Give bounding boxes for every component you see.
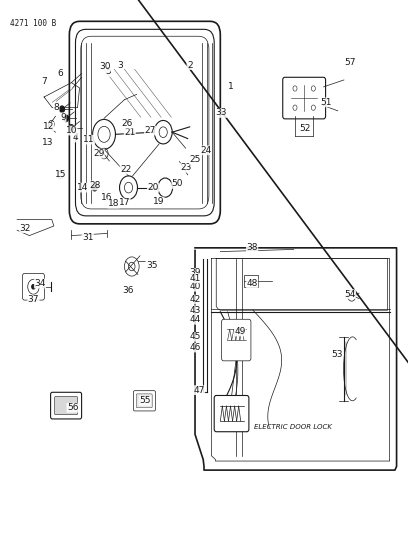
Text: 47: 47: [193, 386, 205, 394]
Text: 17: 17: [119, 198, 130, 207]
Text: 30: 30: [100, 62, 111, 71]
Text: 37: 37: [28, 295, 39, 304]
Text: 33: 33: [215, 109, 227, 117]
Bar: [244, 275, 258, 287]
Circle shape: [64, 115, 69, 122]
Circle shape: [60, 106, 64, 112]
Text: 23: 23: [180, 164, 191, 172]
FancyBboxPatch shape: [214, 395, 249, 432]
Text: 41: 41: [189, 274, 201, 282]
Text: 2: 2: [187, 61, 193, 69]
Text: 56: 56: [67, 403, 78, 412]
Text: 1: 1: [228, 82, 233, 91]
Text: 19: 19: [153, 197, 164, 206]
Text: 27: 27: [144, 126, 156, 135]
Text: 10: 10: [66, 126, 77, 135]
Text: 4: 4: [73, 133, 78, 142]
Text: 5: 5: [105, 68, 111, 76]
Text: 35: 35: [146, 261, 157, 270]
Text: 36: 36: [123, 286, 134, 295]
Text: 38: 38: [246, 244, 258, 252]
Text: 25: 25: [189, 156, 201, 164]
Text: 12: 12: [42, 123, 54, 131]
Text: 11: 11: [83, 135, 95, 144]
FancyBboxPatch shape: [51, 392, 82, 419]
Text: 49: 49: [234, 327, 246, 336]
Text: 7: 7: [41, 77, 47, 85]
Text: 15: 15: [55, 171, 66, 179]
Text: 32: 32: [20, 224, 31, 232]
FancyBboxPatch shape: [55, 397, 78, 415]
Text: 48: 48: [246, 279, 258, 288]
Text: 6: 6: [58, 69, 63, 78]
FancyBboxPatch shape: [136, 394, 152, 408]
Text: 54: 54: [344, 290, 356, 298]
Text: 22: 22: [120, 165, 131, 174]
Text: 53: 53: [331, 350, 342, 359]
FancyBboxPatch shape: [22, 273, 44, 300]
Text: 4271 100 B: 4271 100 B: [10, 19, 56, 28]
Text: 40: 40: [189, 282, 201, 291]
Text: 34: 34: [34, 279, 46, 288]
FancyBboxPatch shape: [133, 391, 155, 411]
Circle shape: [92, 184, 97, 191]
Text: ELECTRIC DOOR LOCK: ELECTRIC DOOR LOCK: [254, 424, 332, 431]
Text: 31: 31: [82, 233, 93, 241]
Polygon shape: [195, 248, 397, 470]
FancyBboxPatch shape: [283, 77, 326, 119]
Text: 13: 13: [42, 139, 54, 147]
Polygon shape: [17, 220, 54, 236]
Text: 51: 51: [320, 98, 331, 107]
Text: 24: 24: [200, 146, 212, 155]
Text: 29: 29: [93, 149, 104, 158]
Text: 52: 52: [299, 125, 311, 133]
Circle shape: [32, 285, 35, 289]
Text: 42: 42: [189, 295, 201, 304]
Text: 9: 9: [60, 113, 66, 122]
Text: 55: 55: [139, 397, 151, 405]
Text: 18: 18: [108, 199, 119, 208]
Text: 20: 20: [147, 183, 159, 192]
Text: 21: 21: [124, 128, 135, 136]
Text: 50: 50: [172, 180, 183, 188]
Text: 26: 26: [122, 119, 133, 128]
Text: 46: 46: [189, 343, 201, 352]
FancyBboxPatch shape: [222, 319, 251, 361]
Text: 44: 44: [189, 316, 201, 324]
Text: 57: 57: [344, 59, 356, 67]
Text: 43: 43: [189, 306, 201, 314]
Text: 14: 14: [77, 183, 88, 192]
Text: 39: 39: [189, 269, 201, 277]
Polygon shape: [44, 83, 80, 108]
Text: 16: 16: [101, 193, 113, 201]
Text: 28: 28: [89, 181, 100, 190]
Circle shape: [69, 125, 74, 131]
Text: 8: 8: [53, 103, 59, 112]
Text: 45: 45: [189, 333, 201, 341]
Text: 3: 3: [118, 61, 123, 69]
